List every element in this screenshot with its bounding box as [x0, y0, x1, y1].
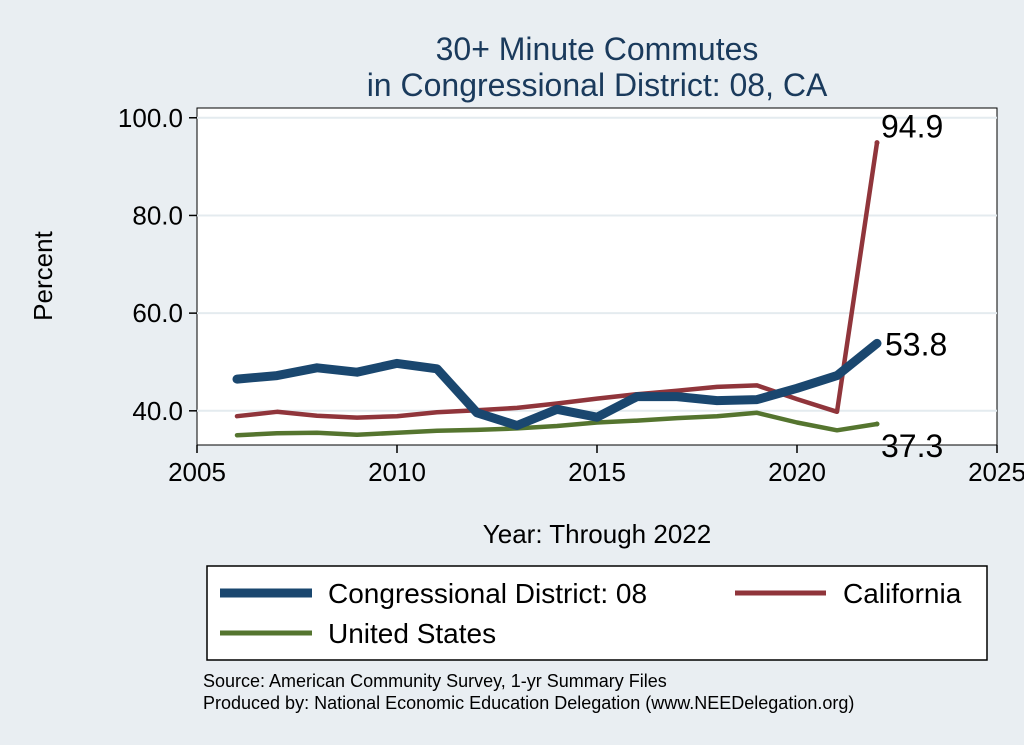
y-tick-label: 80.0 — [132, 200, 183, 230]
series-end-point — [874, 421, 880, 427]
y-tick-label: 40.0 — [132, 396, 183, 426]
chart-title-line-1: 30+ Minute Commutes — [436, 31, 759, 67]
source-note: Source: American Community Survey, 1-yr … — [203, 671, 667, 691]
x-tick-label: 2010 — [368, 457, 426, 487]
end-label-us: 37.3 — [881, 428, 943, 464]
end-label-california: 94.9 — [881, 109, 943, 145]
y-tick-label: 60.0 — [132, 298, 183, 328]
y-axis-label: Percent — [28, 230, 58, 320]
series-line-california — [234, 140, 880, 420]
y-tick-label: 100.0 — [118, 103, 183, 133]
series-line-district — [232, 338, 882, 430]
series-end-point — [874, 140, 880, 146]
series-end-point — [874, 340, 880, 346]
produced-by-note: Produced by: National Economic Education… — [203, 693, 854, 713]
x-tick-label: 2025 — [968, 457, 1024, 487]
legend-box — [206, 565, 988, 661]
legend-label-us: United States — [328, 618, 496, 649]
series-line-us — [234, 410, 880, 438]
x-tick-label: 2020 — [768, 457, 826, 487]
legend-label-california: California — [843, 578, 962, 609]
x-tick-label: 2015 — [568, 457, 626, 487]
x-tick-label: 2005 — [168, 457, 226, 487]
x-axis-label: Year: Through 2022 — [483, 519, 711, 549]
legend-label-district: Congressional District: 08 — [328, 578, 647, 609]
end-label-district: 53.8 — [885, 326, 947, 362]
end-labels: 53.8 94.9 37.3 — [881, 109, 947, 464]
series-lines — [232, 140, 882, 438]
axes: 40.0 60.0 80.0 100.0 2005 2010 2015 2020 2025 — [118, 103, 1024, 487]
grid-lines — [197, 116, 997, 412]
plot-area — [196, 107, 998, 446]
chart-title-line-2: in Congressional District: 08, CA — [367, 67, 828, 103]
